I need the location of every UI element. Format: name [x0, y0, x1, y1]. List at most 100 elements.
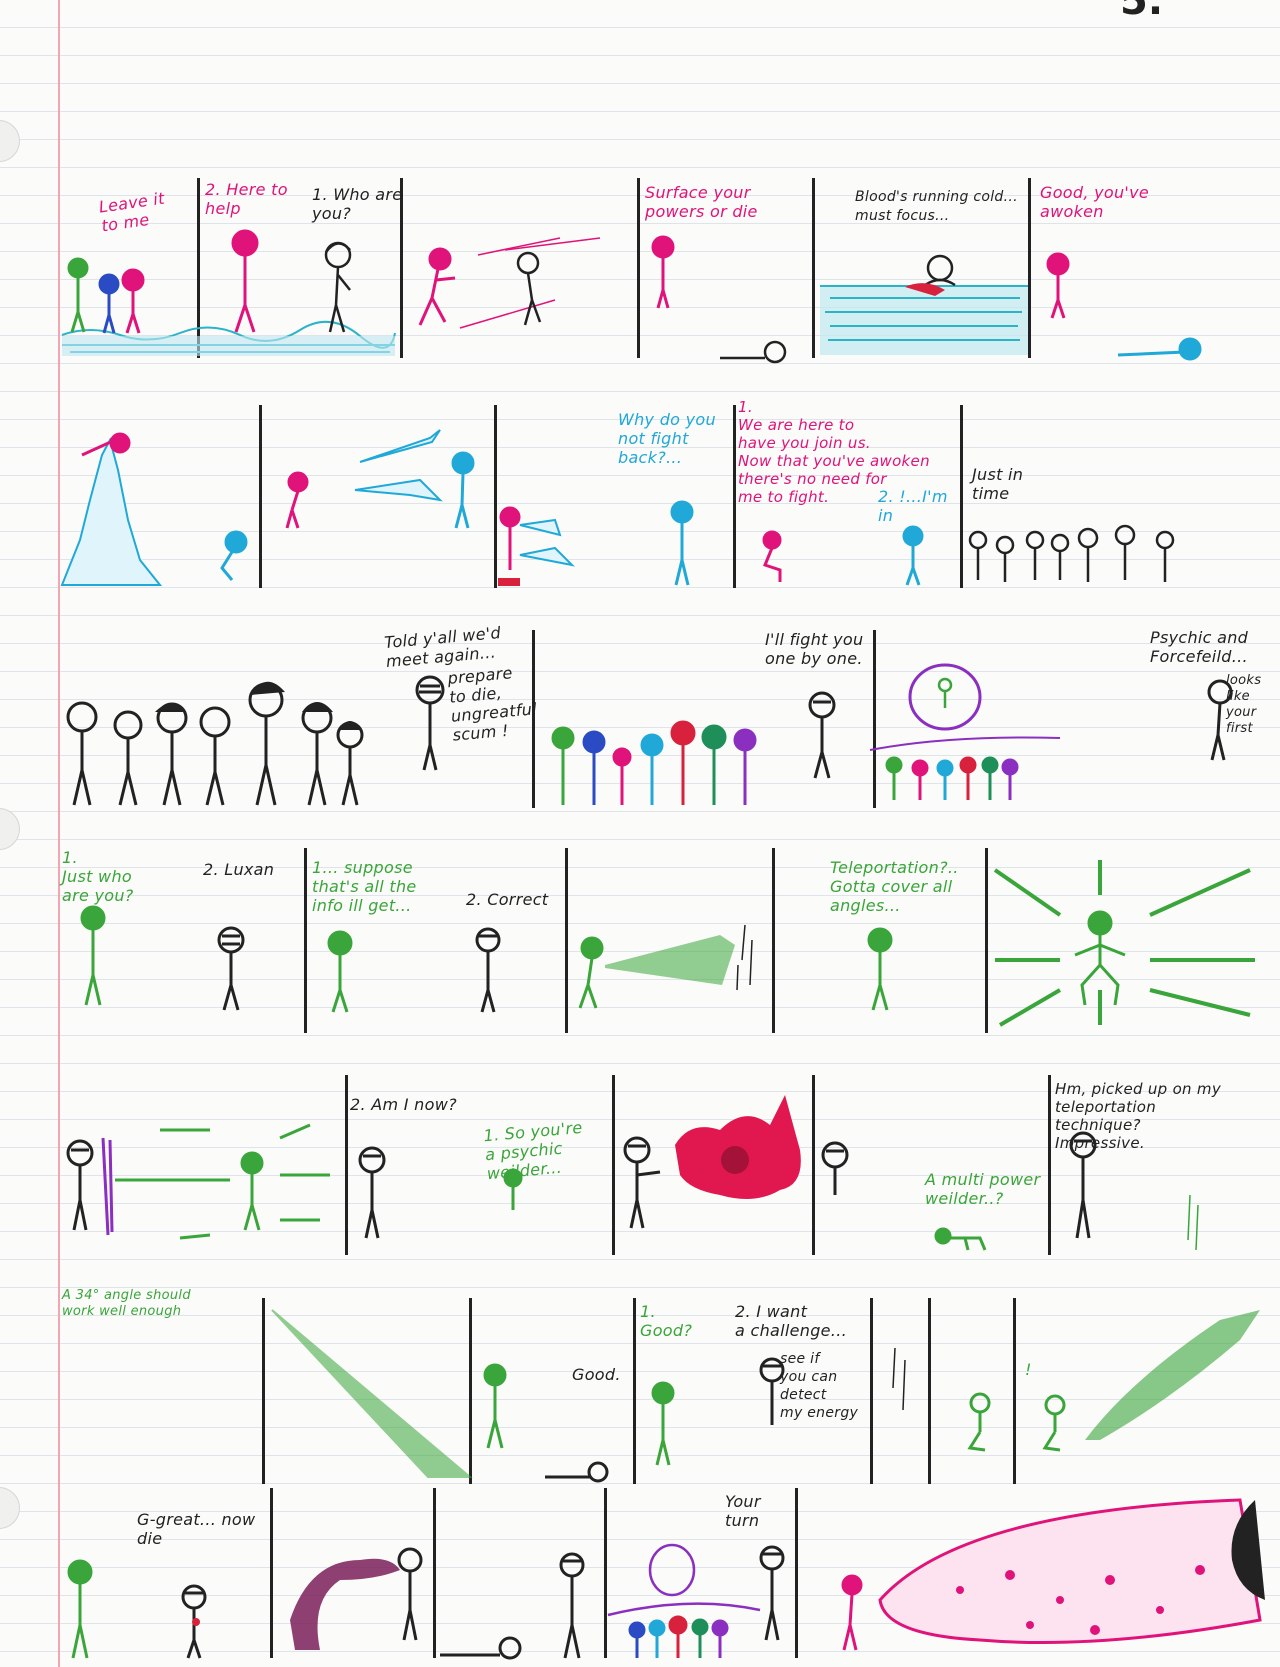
speech-surface-powers: Surface your powers or die — [645, 183, 758, 221]
blood-in-water — [905, 283, 945, 296]
green-beam-34-degree — [271, 1309, 473, 1478]
green-stickman — [67, 1559, 93, 1659]
panel-divider — [870, 1298, 873, 1484]
green-stickman — [503, 1168, 523, 1210]
teleport-streaks — [736, 924, 753, 991]
green-stickman — [867, 927, 893, 1011]
blue-fallen-stickman — [1117, 337, 1202, 361]
villain-hair — [155, 681, 362, 730]
speech-suppose-thats-all: 1... suppose that's all the info ill get… — [312, 858, 417, 915]
speech-good-youve-awoken: Good, you've awoken — [1040, 183, 1150, 221]
speech-here-to-help: 2. Here to help — [205, 180, 288, 218]
explosion-core — [721, 1146, 749, 1174]
speech-prepare-to-die: prepare to die, ungreatful scum ! — [446, 663, 538, 745]
fallen-spiky-stickman — [440, 1636, 522, 1660]
speech-luxan: 2. Luxan — [203, 860, 275, 879]
speech-i-want-a-challenge: 2. I want a challenge... — [735, 1302, 847, 1340]
luxan-stickman — [415, 675, 445, 771]
luxan-stickman — [808, 691, 836, 779]
luxan-stickman — [358, 1146, 386, 1239]
blue-kneeling-stickman — [220, 530, 248, 581]
panel-divider — [604, 1488, 607, 1658]
struck-stickman — [516, 251, 542, 326]
white-haired-stickman — [324, 241, 352, 333]
panel-divider — [304, 848, 307, 1033]
panel-divider — [795, 1488, 798, 1658]
luxan-stickman — [759, 1545, 785, 1641]
rainbow-team — [551, 720, 757, 805]
panel-divider — [345, 1075, 348, 1255]
ice-blasts — [354, 429, 443, 502]
pink-stickman — [1046, 252, 1070, 319]
speech-just-in-time: Just in time — [972, 465, 1024, 503]
blood-pool — [498, 578, 520, 586]
green-stickman — [80, 905, 106, 1006]
pink-stickman — [121, 268, 145, 334]
speech-just-who-are-you: 1. Just who are you? — [62, 848, 134, 905]
panel-divider — [985, 848, 988, 1033]
green-stickman-powering — [1074, 910, 1126, 1006]
purple-barrier — [101, 1137, 114, 1236]
speech-looks-like-your-first: looks like your first — [1226, 673, 1262, 736]
pink-energy-wave — [878, 1498, 1262, 1644]
wound — [192, 1618, 200, 1626]
pink-kneeling-stickman — [762, 530, 782, 582]
frozen-stickman — [499, 506, 521, 570]
luxan-stickman — [66, 1139, 94, 1231]
green-stickman — [240, 1151, 264, 1231]
green-stickman — [67, 257, 89, 333]
pink-stickman — [651, 235, 675, 309]
pink-stickman-hurt — [285, 471, 309, 529]
green-stickman — [483, 1363, 507, 1449]
panel-divider — [565, 848, 568, 1033]
ice-blast — [519, 518, 576, 567]
pink-stickman-attacking — [418, 247, 456, 326]
team-under-barrier — [885, 756, 1019, 800]
panel-divider — [262, 1298, 265, 1484]
luxan-stickman — [475, 927, 501, 1013]
green-stickman — [651, 1381, 675, 1466]
panel-divider — [633, 1298, 636, 1484]
speech-im-in: 2. !...I'm in — [878, 487, 948, 525]
villain-group — [968, 524, 1175, 582]
speech-picked-up-teleportation: Hm, picked up on my teleportation techni… — [1055, 1080, 1222, 1152]
speech-am-i-now: 2. Am I now? — [350, 1095, 457, 1114]
green-crawling-stickman — [934, 1227, 987, 1251]
panel-divider — [1048, 1075, 1051, 1255]
panel-divider — [494, 405, 497, 588]
blue-stickman — [98, 273, 120, 334]
panel-divider — [433, 1488, 436, 1658]
green-energy-blast — [605, 935, 735, 985]
fallen-luxan — [545, 1461, 609, 1483]
panel-divider — [400, 178, 403, 358]
speech-bloods-running-cold: Blood's running cold... must focus... — [855, 189, 1018, 224]
panel-divider — [928, 1298, 931, 1484]
attack-streaks — [459, 237, 601, 329]
panel-divider — [812, 178, 815, 358]
drowning-stickman — [924, 254, 956, 287]
speech-who-are-you: 1. Who are you? — [312, 185, 403, 223]
margin-line — [58, 0, 60, 1667]
pink-stickman — [231, 229, 259, 333]
speech-good: Good. — [572, 1365, 621, 1384]
speech-why-not-fight: Why do you not fight back?... — [618, 410, 716, 467]
trapped-stickman — [937, 677, 953, 708]
speech-good-question: 1. Good? — [640, 1302, 693, 1340]
ice-spike — [60, 437, 163, 586]
speech-teleportation: Teleportation?.. Gotta cover all angles.… — [830, 858, 959, 915]
panel-divider — [612, 1075, 615, 1255]
water-panel1 — [62, 336, 395, 356]
speech-your-turn: Your turn — [725, 1492, 761, 1530]
green-stickman — [967, 1392, 991, 1452]
speech-multi-power: A multi power weilder..? — [925, 1170, 1041, 1208]
fallen-stickman — [720, 340, 787, 364]
speech-34-angle: A 34° angle should work well enough — [62, 1288, 191, 1319]
panel-divider — [960, 405, 963, 588]
blue-stickman — [670, 500, 694, 586]
dark-portal — [1231, 1500, 1265, 1600]
luxan-stickman — [1207, 679, 1233, 761]
teleport-streaks — [892, 1347, 906, 1411]
green-zigzag-beams — [993, 860, 1255, 1027]
page-number: 5. — [1120, 0, 1164, 24]
